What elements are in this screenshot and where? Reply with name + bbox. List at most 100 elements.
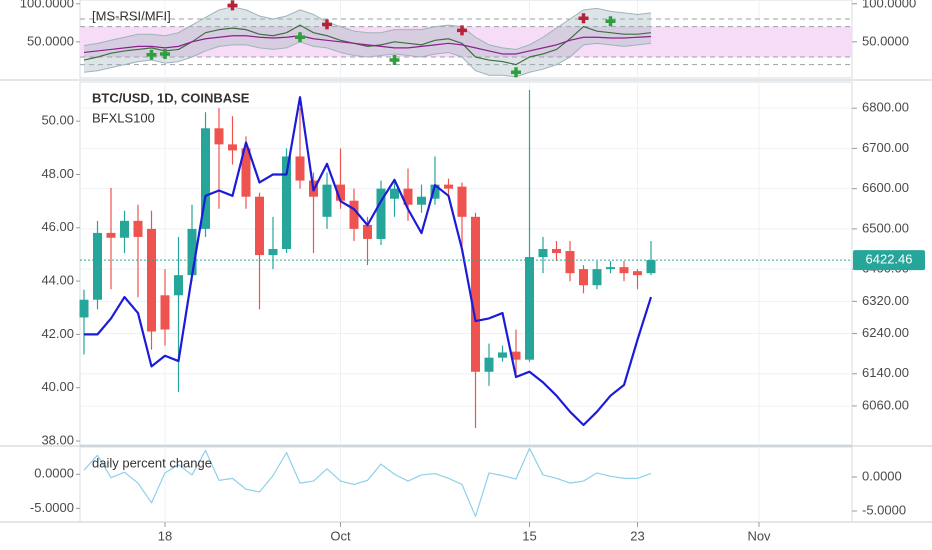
y-tick-label: 50.0000 <box>862 33 909 48</box>
y2-tick-label: 42.00 <box>41 326 74 341</box>
candle-body <box>390 188 399 199</box>
x-tick-label: Oct <box>330 528 351 543</box>
candle-body <box>268 249 278 256</box>
candle-body <box>417 196 426 205</box>
candle-body <box>579 269 588 286</box>
candle-body <box>120 220 129 238</box>
marker-sell <box>457 25 467 36</box>
candle-body <box>552 249 561 254</box>
y2-tick-label: 50.00 <box>41 113 74 128</box>
candle-body <box>228 144 237 151</box>
candle-body <box>457 186 467 217</box>
candle-body <box>471 216 480 372</box>
candle-body <box>498 352 507 358</box>
candle-body <box>214 128 224 145</box>
series-line <box>83 24 652 66</box>
pane-title: [MS-RSI/MFI] <box>92 8 171 23</box>
x-tick-label: 15 <box>522 528 536 543</box>
y-tick-label: -5.0000 <box>862 502 906 517</box>
band-fill <box>624 12 638 47</box>
marker-sell <box>322 19 332 30</box>
band-fill <box>246 9 260 48</box>
band-fill <box>340 26 354 56</box>
band-fill <box>259 15 273 50</box>
candle-body <box>187 228 197 276</box>
y2-tick-label: 100.0000 <box>20 0 74 10</box>
marker-buy <box>146 49 157 60</box>
series-line <box>83 35 652 55</box>
band-fill <box>273 15 287 50</box>
band-fill <box>300 9 314 47</box>
band-fill <box>124 34 138 65</box>
marker-sell <box>227 0 238 11</box>
band-fill <box>205 9 219 51</box>
band-fill <box>610 11 624 47</box>
candle-body <box>349 200 359 229</box>
candle-body <box>295 156 305 181</box>
candle-body <box>525 257 534 360</box>
candle-body <box>282 156 291 250</box>
band-lower <box>83 41 652 78</box>
series-name: BFXLS100 <box>92 110 155 125</box>
y-tick-label: 6320.00 <box>862 293 909 308</box>
band-fill <box>556 19 570 65</box>
candle-body <box>160 295 170 330</box>
y-tick-label: 6700.00 <box>862 140 909 155</box>
candle-body <box>174 275 183 296</box>
band-fill <box>637 12 651 45</box>
candle-body <box>511 351 521 360</box>
y-tick-label: 6500.00 <box>862 220 909 235</box>
band-fill <box>421 26 435 58</box>
band-fill <box>529 37 543 73</box>
candle-body <box>336 184 345 201</box>
band-fill <box>489 44 503 76</box>
y-tick-label: 6060.00 <box>862 397 909 412</box>
x-tick-label: 23 <box>630 528 644 543</box>
candle-body <box>376 188 386 239</box>
series-line <box>83 447 652 518</box>
candle-body <box>322 184 332 217</box>
candle-body <box>133 220 143 237</box>
band-fill <box>232 6 246 45</box>
last-price-label: 6422.46 <box>866 252 913 267</box>
y2-tick-label: 48.00 <box>41 166 74 181</box>
x-tick-label: 18 <box>158 528 172 543</box>
band-fill <box>502 47 516 77</box>
band-fill <box>462 26 476 71</box>
band-fill <box>178 25 192 62</box>
candle-body <box>592 269 602 286</box>
candle-body <box>619 267 629 274</box>
band-fill <box>367 32 381 58</box>
band-fill <box>219 6 233 47</box>
candle-body <box>363 224 372 239</box>
candle-body <box>93 232 102 300</box>
candle-body <box>106 232 116 238</box>
y2-tick-label: 46.00 <box>41 219 74 234</box>
band-fill <box>543 28 557 70</box>
band-fill <box>597 8 611 45</box>
y2-tick-label: 44.00 <box>41 273 74 288</box>
band-fill <box>583 8 597 45</box>
band-fill <box>381 29 395 56</box>
candle-body <box>403 188 413 205</box>
marker-buy <box>511 67 521 78</box>
y2-tick-label: -5.0000 <box>30 500 74 515</box>
y-tick-label: 0.0000 <box>862 468 902 483</box>
candle-body <box>147 228 156 332</box>
candle-body <box>633 271 642 276</box>
candle-body <box>430 184 440 199</box>
band-upper <box>83 6 652 50</box>
y-tick-label: 6140.00 <box>862 365 909 380</box>
y-tick-label: 6800.00 <box>862 100 909 115</box>
y2-tick-label: 0.0000 <box>34 466 74 481</box>
pane-title: daily percent change <box>92 455 212 470</box>
marker-buy <box>605 16 616 27</box>
band-fill <box>408 29 422 58</box>
y2-tick-label: 40.00 <box>41 379 74 394</box>
candle-body <box>201 128 210 229</box>
band-fill <box>84 43 98 73</box>
y2-tick-label: 38.00 <box>41 432 74 447</box>
band-fill <box>327 22 341 53</box>
